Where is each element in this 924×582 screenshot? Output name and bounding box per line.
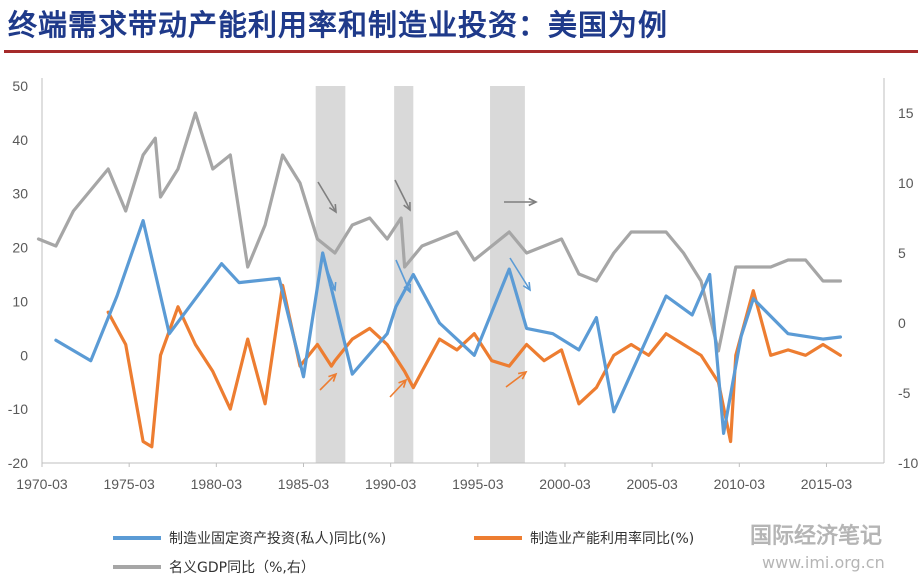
series-lines bbox=[36, 111, 843, 449]
legend: 制造业固定资产投资(私人)同比(%) 制造业产能利用率同比(%) 名义GDP同比（%… bbox=[113, 530, 694, 576]
capacity-arrow-2-head bbox=[398, 378, 408, 388]
left-tick-label: 10 bbox=[12, 293, 28, 309]
right-tick-label: -5 bbox=[898, 385, 911, 401]
legend-label-0: 制造业固定资产投资(私人)同比(%) bbox=[169, 531, 386, 547]
right-tick-label: 5 bbox=[898, 245, 906, 261]
page-title: 终端需求带动产能利用率和制造业投资：美国为例 bbox=[8, 8, 669, 42]
title-divider bbox=[4, 50, 918, 53]
gdp-arrow-2-head bbox=[403, 201, 411, 212]
x-tick-label: 1975-03 bbox=[103, 476, 155, 492]
gdp-arrow-3-head bbox=[528, 197, 538, 207]
watermark-logo-text: 国际经济笔记 bbox=[750, 524, 883, 549]
investment-arrow-1-head bbox=[328, 281, 337, 292]
investment-arrow-2-head bbox=[403, 283, 412, 294]
right-tick-label: 15 bbox=[898, 105, 914, 121]
investment-arrow-2 bbox=[395, 259, 411, 293]
capacity-arrow-1-head bbox=[328, 372, 338, 382]
investment-arrow-3-head bbox=[522, 281, 531, 292]
series-line-0 bbox=[54, 219, 843, 435]
investment-arrow-3 bbox=[509, 257, 531, 291]
series-line-2 bbox=[36, 111, 843, 353]
right-tick-label: 10 bbox=[898, 175, 914, 191]
annotation-arrows bbox=[317, 179, 538, 398]
left-tick-label: 40 bbox=[12, 132, 28, 148]
x-tick-label: 1995-03 bbox=[452, 476, 504, 492]
left-tick-label: 30 bbox=[12, 186, 28, 202]
capacity-arrow-2 bbox=[389, 379, 407, 398]
gdp-arrow-1-head bbox=[328, 203, 337, 214]
x-tick-label: 2005-03 bbox=[626, 476, 678, 492]
left-tick-label: 0 bbox=[20, 347, 28, 363]
x-tick-label: 1990-03 bbox=[365, 476, 417, 492]
series-line-1 bbox=[106, 283, 843, 449]
capacity-arrow-1 bbox=[319, 373, 337, 391]
legend-label-2: 名义GDP同比（%,右） bbox=[169, 560, 315, 576]
gdp-arrow-2 bbox=[394, 179, 411, 211]
x-tick-label: 2015-03 bbox=[801, 476, 853, 492]
recession-shading bbox=[315, 86, 525, 463]
legend-label-1: 制造业产能利用率同比(%) bbox=[530, 530, 694, 547]
watermark-url: www.imi.org.cn bbox=[762, 553, 885, 572]
x-tick-label: 2010-03 bbox=[714, 476, 766, 492]
shaded-period-2 bbox=[394, 86, 414, 463]
x-tick-label: 2000-03 bbox=[539, 476, 591, 492]
left-tick-label: -20 bbox=[8, 455, 28, 471]
x-tick-label: 1970-03 bbox=[16, 476, 68, 492]
x-tick-label: 1980-03 bbox=[191, 476, 243, 492]
left-tick-label: 50 bbox=[12, 78, 28, 94]
capacity-arrow-3-head bbox=[517, 370, 528, 380]
left-tick-label: -10 bbox=[8, 401, 28, 417]
gdp-arrow-1 bbox=[317, 181, 337, 213]
right-tick-label: 0 bbox=[898, 315, 906, 331]
left-tick-label: 20 bbox=[12, 240, 28, 256]
right-tick-label: -10 bbox=[898, 455, 918, 471]
investment-arrow-1 bbox=[321, 255, 336, 291]
x-tick-label: 1985-03 bbox=[278, 476, 330, 492]
capacity-arrow-3 bbox=[505, 371, 527, 388]
